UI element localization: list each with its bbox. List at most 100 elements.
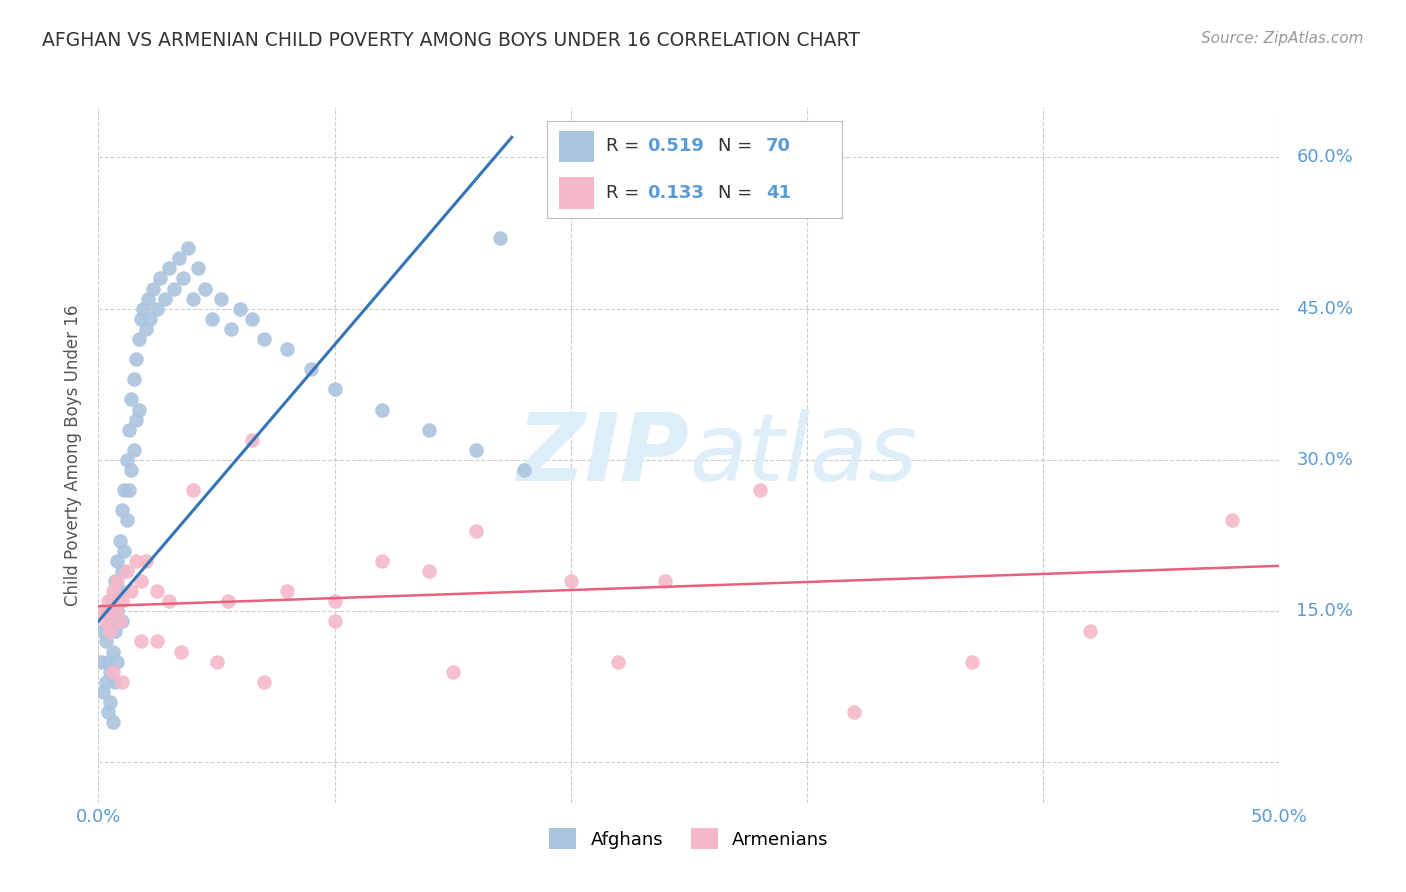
Point [153, 292, 176, 306]
Point [90, 655, 112, 669]
Point [323, 594, 346, 608]
Point [101, 584, 124, 599]
Point [163, 281, 186, 295]
Point [125, 554, 148, 568]
Point [135, 554, 157, 568]
Point [111, 615, 134, 629]
Point [94, 674, 117, 689]
Point [101, 594, 124, 608]
Point [146, 584, 169, 599]
Point [121, 463, 143, 477]
Point [181, 292, 204, 306]
Point [105, 604, 128, 618]
Point [94, 615, 117, 629]
Point [146, 301, 169, 316]
Point [170, 644, 193, 658]
Point [201, 311, 224, 326]
Point [122, 442, 145, 457]
Point [654, 574, 676, 588]
Point [121, 392, 143, 407]
Point [276, 342, 298, 356]
Point [205, 655, 228, 669]
Point [118, 423, 141, 437]
Text: N =: N = [718, 137, 758, 155]
Point [187, 261, 209, 276]
Text: ZIP: ZIP [516, 409, 689, 501]
Point [157, 261, 180, 276]
Point [299, 362, 322, 376]
Point [98, 665, 121, 679]
Point [115, 564, 138, 578]
Point [128, 332, 150, 346]
Point [128, 402, 150, 417]
Point [108, 615, 131, 629]
Point [219, 322, 242, 336]
Point [323, 615, 346, 629]
Text: 0.133: 0.133 [648, 184, 704, 202]
Point [111, 674, 134, 689]
Bar [560, 131, 595, 161]
Point [209, 292, 232, 306]
Point [97, 594, 120, 608]
Point [371, 402, 394, 417]
Point [157, 594, 180, 608]
Text: 15.0%: 15.0% [1296, 602, 1354, 620]
Text: R =: R = [606, 184, 645, 202]
Point [167, 252, 190, 266]
Point [146, 634, 169, 648]
Y-axis label: Child Poverty Among Boys Under 16: Child Poverty Among Boys Under 16 [65, 304, 83, 606]
Point [240, 311, 263, 326]
Point [194, 281, 217, 295]
Point [97, 655, 120, 669]
Point [108, 533, 131, 548]
Point [98, 615, 121, 629]
Point [112, 543, 135, 558]
Point [962, 655, 984, 669]
Point [465, 442, 488, 457]
Text: 60.0%: 60.0% [1296, 148, 1353, 167]
Text: atlas: atlas [689, 409, 917, 500]
Point [181, 483, 204, 498]
Point [172, 271, 194, 285]
Point [177, 241, 200, 255]
Point [111, 564, 134, 578]
Point [217, 594, 239, 608]
Point [489, 231, 512, 245]
Point [512, 463, 534, 477]
Point [97, 705, 120, 719]
Text: R =: R = [606, 137, 645, 155]
Point [98, 624, 121, 639]
Point [149, 271, 172, 285]
Point [97, 604, 120, 618]
Point [121, 584, 143, 599]
Text: N =: N = [718, 184, 758, 202]
Point [104, 674, 127, 689]
Point [371, 554, 394, 568]
Text: 70: 70 [766, 137, 790, 155]
Text: Source: ZipAtlas.com: Source: ZipAtlas.com [1201, 31, 1364, 46]
Point [136, 292, 159, 306]
Point [105, 655, 128, 669]
Point [104, 604, 127, 618]
Point [91, 685, 114, 699]
Point [101, 715, 124, 730]
Point [111, 594, 134, 608]
Point [98, 695, 121, 709]
Point [115, 453, 138, 467]
Point [111, 503, 134, 517]
Point [441, 665, 464, 679]
Point [108, 584, 131, 599]
Text: 41: 41 [766, 184, 790, 202]
Point [253, 332, 276, 346]
Point [129, 634, 152, 648]
Point [465, 524, 488, 538]
Point [101, 665, 124, 679]
Point [104, 624, 127, 639]
Point [135, 322, 157, 336]
Point [240, 433, 263, 447]
Point [122, 372, 145, 386]
Point [276, 584, 298, 599]
Point [1080, 624, 1102, 639]
Point [607, 655, 630, 669]
Point [560, 574, 582, 588]
